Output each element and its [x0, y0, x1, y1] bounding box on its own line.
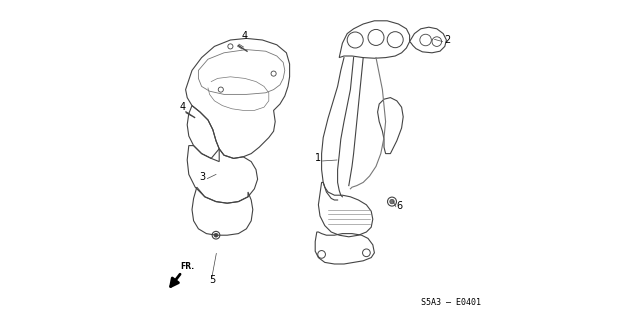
Text: S5A3 – E0401: S5A3 – E0401 [421, 298, 481, 307]
Text: FR.: FR. [180, 262, 195, 271]
Text: 2: 2 [444, 35, 450, 44]
Text: 4: 4 [242, 31, 248, 41]
Text: 5: 5 [209, 275, 215, 284]
Circle shape [214, 233, 218, 237]
Text: 1: 1 [315, 153, 321, 163]
Text: 4: 4 [179, 102, 186, 112]
Text: 3: 3 [200, 172, 206, 182]
Text: 6: 6 [397, 201, 403, 211]
Circle shape [390, 199, 394, 204]
